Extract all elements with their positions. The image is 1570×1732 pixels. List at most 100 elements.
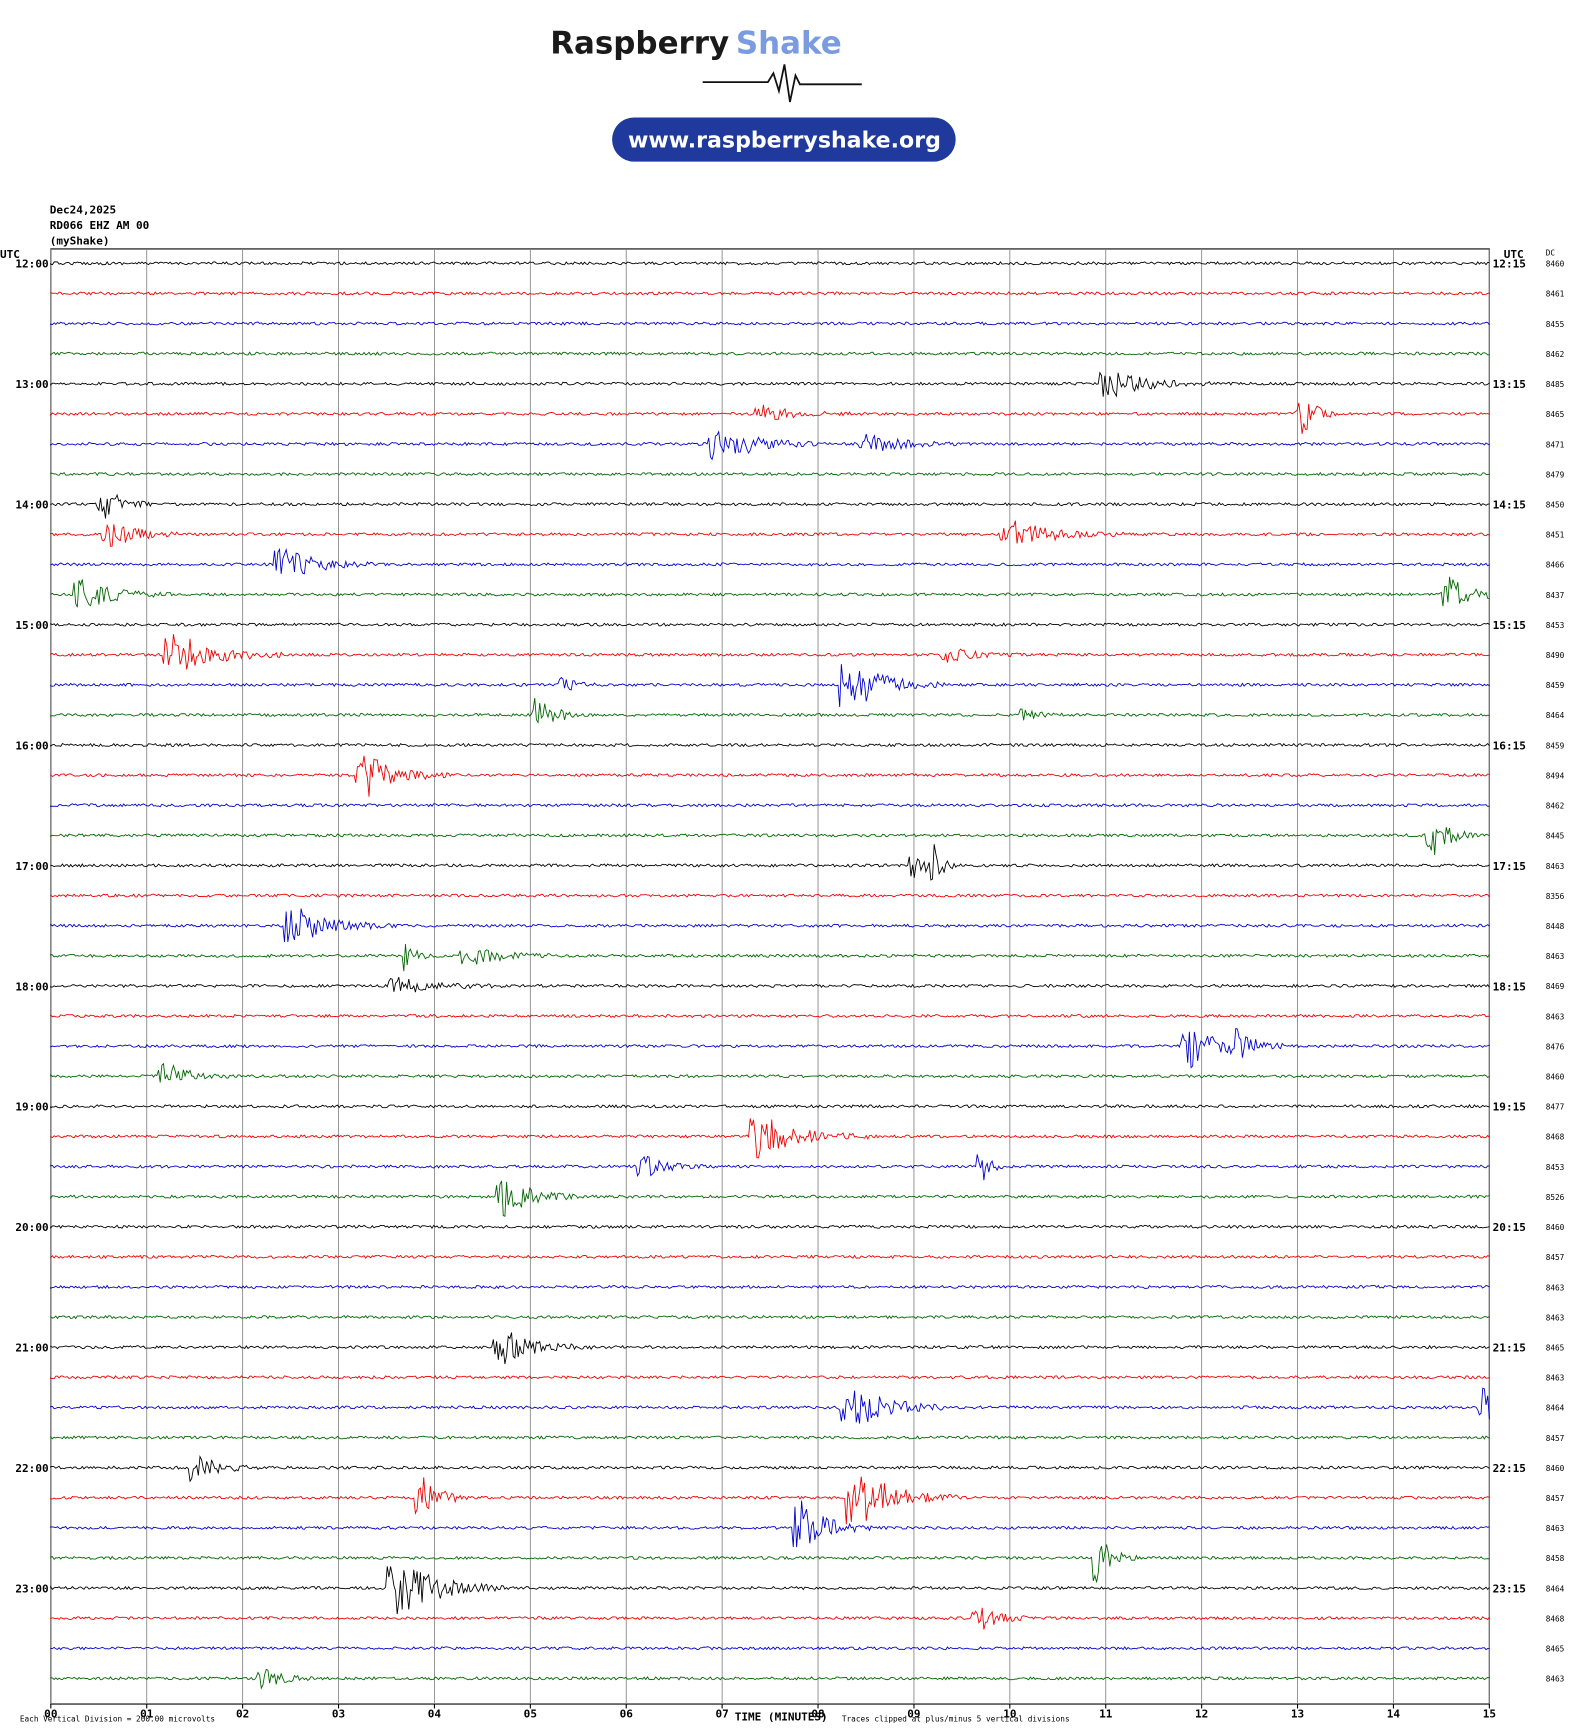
time-label: 19:15 bbox=[1493, 1101, 1526, 1114]
time-label: 21:15 bbox=[1493, 1342, 1526, 1355]
trace bbox=[50, 493, 1490, 519]
trace bbox=[50, 893, 1490, 898]
trace bbox=[50, 371, 1490, 398]
x-tick-label: 13 bbox=[1291, 1708, 1304, 1721]
trace bbox=[50, 351, 1490, 356]
x-tick-label: 07 bbox=[715, 1708, 728, 1721]
brand: Raspberry bbox=[550, 25, 729, 61]
trace bbox=[50, 1375, 1490, 1380]
trace bbox=[50, 520, 1490, 547]
trace bbox=[50, 1224, 1490, 1230]
time-label: 18:15 bbox=[1493, 980, 1526, 993]
x-tick-label: 02 bbox=[236, 1708, 249, 1721]
source: (myShake) bbox=[50, 235, 110, 248]
x-tick-label: 11 bbox=[1099, 1708, 1113, 1721]
dc-value: 8462 bbox=[1546, 350, 1565, 359]
axis-title: UTC bbox=[0, 248, 20, 261]
dc-value: 8459 bbox=[1546, 741, 1565, 750]
dc-value: 8460 bbox=[1546, 1464, 1565, 1473]
x-tick-label: 01 bbox=[140, 1708, 154, 1721]
time-label: 13:00 bbox=[15, 378, 48, 391]
trace bbox=[50, 1154, 1490, 1181]
time-label: 16:15 bbox=[1493, 739, 1526, 752]
trace bbox=[50, 844, 1490, 881]
x-tick-label: 05 bbox=[524, 1708, 537, 1721]
dc-value: 8463 bbox=[1546, 1675, 1565, 1684]
dc-value: 8464 bbox=[1546, 1584, 1565, 1593]
trace bbox=[50, 622, 1490, 627]
dc-value: 8448 bbox=[1546, 922, 1565, 931]
trace bbox=[50, 261, 1490, 266]
trace bbox=[50, 1013, 1490, 1019]
dc-value: 8457 bbox=[1546, 1253, 1565, 1262]
time-label: 12:15 bbox=[1493, 258, 1526, 271]
time-label: 23:00 bbox=[15, 1582, 48, 1595]
dc-value: 8471 bbox=[1546, 440, 1565, 449]
footer: Each Vertical Division = 200.00 microvol… bbox=[20, 1715, 215, 1724]
trace bbox=[50, 1500, 1490, 1548]
trace bbox=[50, 1118, 1490, 1159]
url-badge bbox=[612, 117, 956, 162]
dc-value: 8463 bbox=[1546, 1283, 1565, 1292]
dc-value: 8465 bbox=[1546, 410, 1565, 419]
time-label: 22:15 bbox=[1493, 1462, 1526, 1475]
dc-value: 8460 bbox=[1546, 1223, 1565, 1232]
time-label: 14:00 bbox=[15, 499, 48, 512]
dc-value: 8465 bbox=[1546, 1343, 1565, 1352]
axis-title: UTC bbox=[1504, 248, 1524, 261]
logo-wave bbox=[702, 64, 862, 103]
dc-value: 8494 bbox=[1546, 771, 1565, 780]
dc-value: 8476 bbox=[1546, 1042, 1565, 1051]
dc-value: 8453 bbox=[1546, 621, 1565, 630]
footer: Traces clipped at plus/minus 5 vertical … bbox=[842, 1715, 1070, 1724]
dc-value: 8477 bbox=[1546, 1103, 1565, 1112]
trace bbox=[50, 1062, 1490, 1083]
dc-value: 8459 bbox=[1546, 681, 1565, 690]
dc-value: 8460 bbox=[1546, 1073, 1565, 1082]
trace bbox=[50, 471, 1490, 477]
trace bbox=[50, 634, 1490, 670]
time-label: 16:00 bbox=[15, 739, 48, 752]
dc-value: 8468 bbox=[1546, 1133, 1565, 1142]
dc-value: 8437 bbox=[1546, 591, 1565, 600]
dc-value: 8463 bbox=[1546, 952, 1565, 961]
plot-frame bbox=[50, 248, 1490, 1705]
trace bbox=[50, 1645, 1490, 1651]
trace bbox=[50, 1387, 1490, 1424]
x-tick-label: 14 bbox=[1387, 1708, 1401, 1721]
trace bbox=[50, 943, 1490, 972]
dc-value: 8461 bbox=[1546, 290, 1565, 299]
dc-value: 8458 bbox=[1546, 1554, 1565, 1563]
x-tick-label: 04 bbox=[428, 1708, 442, 1721]
dc-value: 8526 bbox=[1546, 1193, 1565, 1202]
dc-value: 8466 bbox=[1546, 561, 1565, 570]
trace bbox=[50, 402, 1490, 434]
dc-value: 8453 bbox=[1546, 1163, 1565, 1172]
time-label: 12:00 bbox=[15, 258, 48, 271]
time-label: 14:15 bbox=[1493, 499, 1526, 512]
dc-value: 8464 bbox=[1546, 1404, 1565, 1413]
time-label: 13:15 bbox=[1493, 378, 1526, 391]
x-tick-label: 06 bbox=[620, 1708, 634, 1721]
dc-value: 8490 bbox=[1546, 651, 1565, 660]
dc-value: 8463 bbox=[1546, 1012, 1565, 1021]
trace bbox=[50, 1454, 1490, 1483]
dc-value: 8460 bbox=[1546, 260, 1565, 269]
time-label: 17:15 bbox=[1493, 860, 1526, 873]
x-tick-label: 03 bbox=[332, 1708, 345, 1721]
trace bbox=[50, 1544, 1490, 1583]
dc-value: 8463 bbox=[1546, 1524, 1565, 1533]
date: Dec24,2025 bbox=[50, 204, 116, 217]
x-title: TIME (MINUTES) bbox=[735, 1711, 828, 1724]
trace bbox=[50, 908, 1490, 943]
time-label: 20:00 bbox=[15, 1221, 48, 1234]
trace bbox=[50, 1180, 1490, 1217]
time-label: 18:00 bbox=[15, 980, 48, 993]
dc-value: 8468 bbox=[1546, 1614, 1565, 1623]
trace bbox=[50, 1476, 1490, 1525]
trace bbox=[50, 1332, 1490, 1365]
x-tick-label: 08 bbox=[811, 1708, 824, 1721]
brand: Shake bbox=[736, 25, 842, 61]
